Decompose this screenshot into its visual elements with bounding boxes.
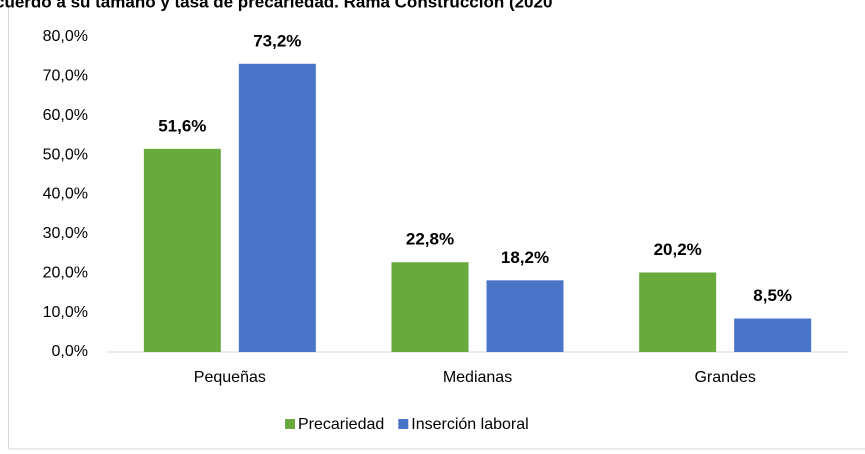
x-tick-label: Grandes bbox=[694, 369, 755, 386]
data-label: 20,2% bbox=[654, 240, 702, 259]
y-tick-label: 10,0% bbox=[43, 304, 88, 321]
bar bbox=[639, 272, 717, 352]
y-tick-label: 0,0% bbox=[52, 343, 88, 360]
y-tick-label: 30,0% bbox=[43, 225, 88, 242]
x-tick-label: Pequeñas bbox=[194, 369, 266, 386]
x-tick-label: Medianas bbox=[443, 369, 512, 386]
data-label: 8,5% bbox=[753, 286, 792, 305]
y-tick-label: 60,0% bbox=[43, 107, 88, 124]
y-tick-label: 20,0% bbox=[43, 264, 88, 281]
bar bbox=[238, 63, 316, 353]
bar bbox=[143, 148, 221, 352]
y-tick-label: 70,0% bbox=[43, 68, 88, 85]
y-tick-label: 80,0% bbox=[43, 28, 88, 45]
data-label: 51,6% bbox=[158, 116, 206, 135]
y-tick-label: 50,0% bbox=[43, 146, 88, 163]
bar bbox=[486, 280, 564, 352]
bar bbox=[734, 318, 812, 352]
chart-title: cuerdo a su tamaño y tasa de precariedad… bbox=[0, 0, 552, 11]
y-tick-label: 40,0% bbox=[43, 186, 88, 203]
legend-swatch bbox=[285, 419, 295, 429]
bar bbox=[391, 262, 469, 352]
data-label: 18,2% bbox=[501, 248, 549, 267]
legend-swatch bbox=[398, 419, 409, 429]
legend-label: Inserción laboral bbox=[411, 416, 528, 433]
legend-label: Precariedad bbox=[298, 416, 384, 433]
data-label: 73,2% bbox=[253, 31, 301, 50]
data-label: 22,8% bbox=[406, 230, 454, 249]
